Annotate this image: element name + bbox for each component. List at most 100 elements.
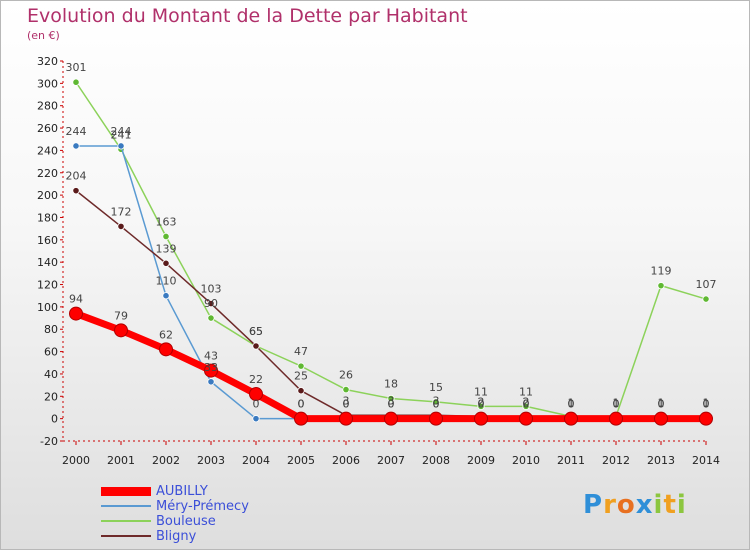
legend-item-mery-premecy: Méry-Prémecy — [101, 499, 361, 514]
data-point-mery-premecy — [162, 292, 170, 300]
data-label-aubilly: 0 — [568, 398, 575, 411]
data-label-mery-premecy: 244 — [111, 125, 132, 138]
data-label-bouleuse: 15 — [429, 381, 443, 394]
legend-item-aubilly: AUBILLY — [101, 484, 361, 499]
data-label-bouleuse: 119 — [651, 265, 672, 278]
data-point-aubilly — [204, 363, 218, 378]
chart-title: Evolution du Montant de la Dette par Hab… — [27, 5, 468, 27]
y-tick-label: 180 — [37, 211, 58, 224]
data-label-aubilly: 43 — [204, 350, 218, 363]
y-tick-label: 280 — [37, 100, 58, 113]
x-tick-label: 2006 — [332, 454, 360, 467]
data-point-bouleuse — [702, 295, 710, 303]
chart-axes: -200204060801001201401601802002202402602… — [37, 55, 720, 467]
data-label-bligny: 103 — [201, 283, 222, 296]
proxiti-logo: Proxiti — [583, 490, 687, 520]
x-tick-label: 2000 — [62, 454, 90, 467]
data-label-aubilly: 0 — [433, 398, 440, 411]
data-point-aubilly — [114, 323, 128, 338]
x-tick-label: 2009 — [467, 454, 495, 467]
data-point-bouleuse — [162, 232, 170, 241]
data-label-bligny: 1 — [703, 397, 710, 410]
legend-item-bligny: Bligny — [101, 529, 361, 544]
data-point-bligny — [72, 187, 80, 195]
y-tick-label: 60 — [44, 346, 58, 359]
legend: AUBILLY Méry-Prémecy Bouleuse Bligny — [101, 484, 361, 544]
legend-label: Méry-Prémecy — [156, 499, 249, 514]
data-label-aubilly: 0 — [523, 398, 530, 411]
legend-swatch — [101, 486, 151, 496]
data-point-bligny — [297, 387, 305, 395]
x-tick-label: 2002 — [152, 454, 180, 467]
y-tick-label: 300 — [37, 77, 58, 90]
y-tick-label: 0 — [51, 413, 58, 426]
y-tick-label: 140 — [37, 256, 58, 269]
data-label-aubilly: 0 — [613, 398, 620, 411]
data-point-aubilly — [249, 387, 263, 402]
x-tick-label: 2001 — [107, 454, 135, 467]
y-tick-label: 160 — [37, 234, 58, 247]
data-label-bouleuse: 241 — [111, 128, 132, 141]
data-label-bligny: 2 — [523, 395, 530, 408]
y-tick-label: 220 — [37, 167, 58, 180]
x-tick-label: 2011 — [557, 454, 585, 467]
legend-swatch — [101, 520, 151, 522]
y-tick-label: 20 — [44, 390, 58, 403]
data-point-mery-premecy — [207, 378, 215, 386]
data-point-bouleuse — [432, 398, 440, 406]
data-point-aubilly — [159, 342, 173, 357]
data-point-mery-premecy — [252, 415, 260, 423]
series-layer — [69, 78, 713, 426]
data-label-bouleuse: 90 — [204, 297, 218, 310]
data-point-aubilly — [429, 411, 443, 426]
data-point-aubilly — [69, 306, 83, 321]
y-tick-label: 120 — [37, 279, 58, 292]
data-label-mery-premecy: 0 — [343, 398, 350, 411]
data-label-bligny: 139 — [156, 242, 177, 255]
logo-letter: i — [676, 490, 687, 520]
data-label-bligny: 3 — [343, 394, 350, 407]
data-label-mery-premecy: 110 — [156, 275, 177, 288]
data-label-aubilly: 0 — [298, 398, 305, 411]
data-label-mery-premecy: 244 — [66, 125, 87, 138]
y-tick-label: 260 — [37, 122, 58, 135]
data-point-aubilly — [474, 411, 488, 426]
legend-label: Bouleuse — [156, 514, 216, 529]
x-tick-label: 2008 — [422, 454, 450, 467]
data-label-bligny: 1 — [658, 397, 665, 410]
data-label-aubilly: 0 — [703, 398, 710, 411]
y-tick-label: 100 — [37, 301, 58, 314]
data-label-bligny: 3 — [433, 394, 440, 407]
data-label-mery-premecy: 0 — [703, 398, 710, 411]
x-tick-label: 2012 — [602, 454, 630, 467]
y-tick-label: -20 — [40, 435, 58, 448]
y-tick-label: 80 — [44, 323, 58, 336]
x-tick-label: 2005 — [287, 454, 315, 467]
data-label-aubilly: 0 — [478, 398, 485, 411]
data-point-mery-premecy — [72, 142, 80, 150]
data-point-bligny — [162, 259, 170, 267]
data-label-bouleuse: 163 — [156, 215, 177, 228]
y-tick-label: 40 — [44, 368, 58, 381]
legend-swatch — [101, 505, 151, 507]
data-label-aubilly: 62 — [159, 328, 173, 341]
data-label-mery-premecy: 0 — [568, 398, 575, 411]
data-point-bouleuse — [477, 402, 485, 410]
legend-label: AUBILLY — [156, 484, 208, 499]
data-label-mery-premecy: 0 — [523, 398, 530, 411]
data-label-bligny: 3 — [388, 394, 395, 407]
legend-item-bouleuse: Bouleuse — [101, 514, 361, 529]
x-tick-label: 2004 — [242, 454, 270, 467]
data-label-aubilly: 0 — [388, 398, 395, 411]
series-aubilly — [69, 306, 713, 426]
data-label-mery-premecy: 0 — [613, 398, 620, 411]
data-label-aubilly: 0 — [658, 398, 665, 411]
legend-label: Bligny — [156, 529, 197, 544]
data-point-bligny — [117, 222, 125, 231]
logo-letter: i — [653, 490, 664, 520]
logo-letter: P — [583, 490, 604, 520]
data-point-aubilly — [294, 411, 308, 426]
data-point-bouleuse — [297, 362, 305, 370]
